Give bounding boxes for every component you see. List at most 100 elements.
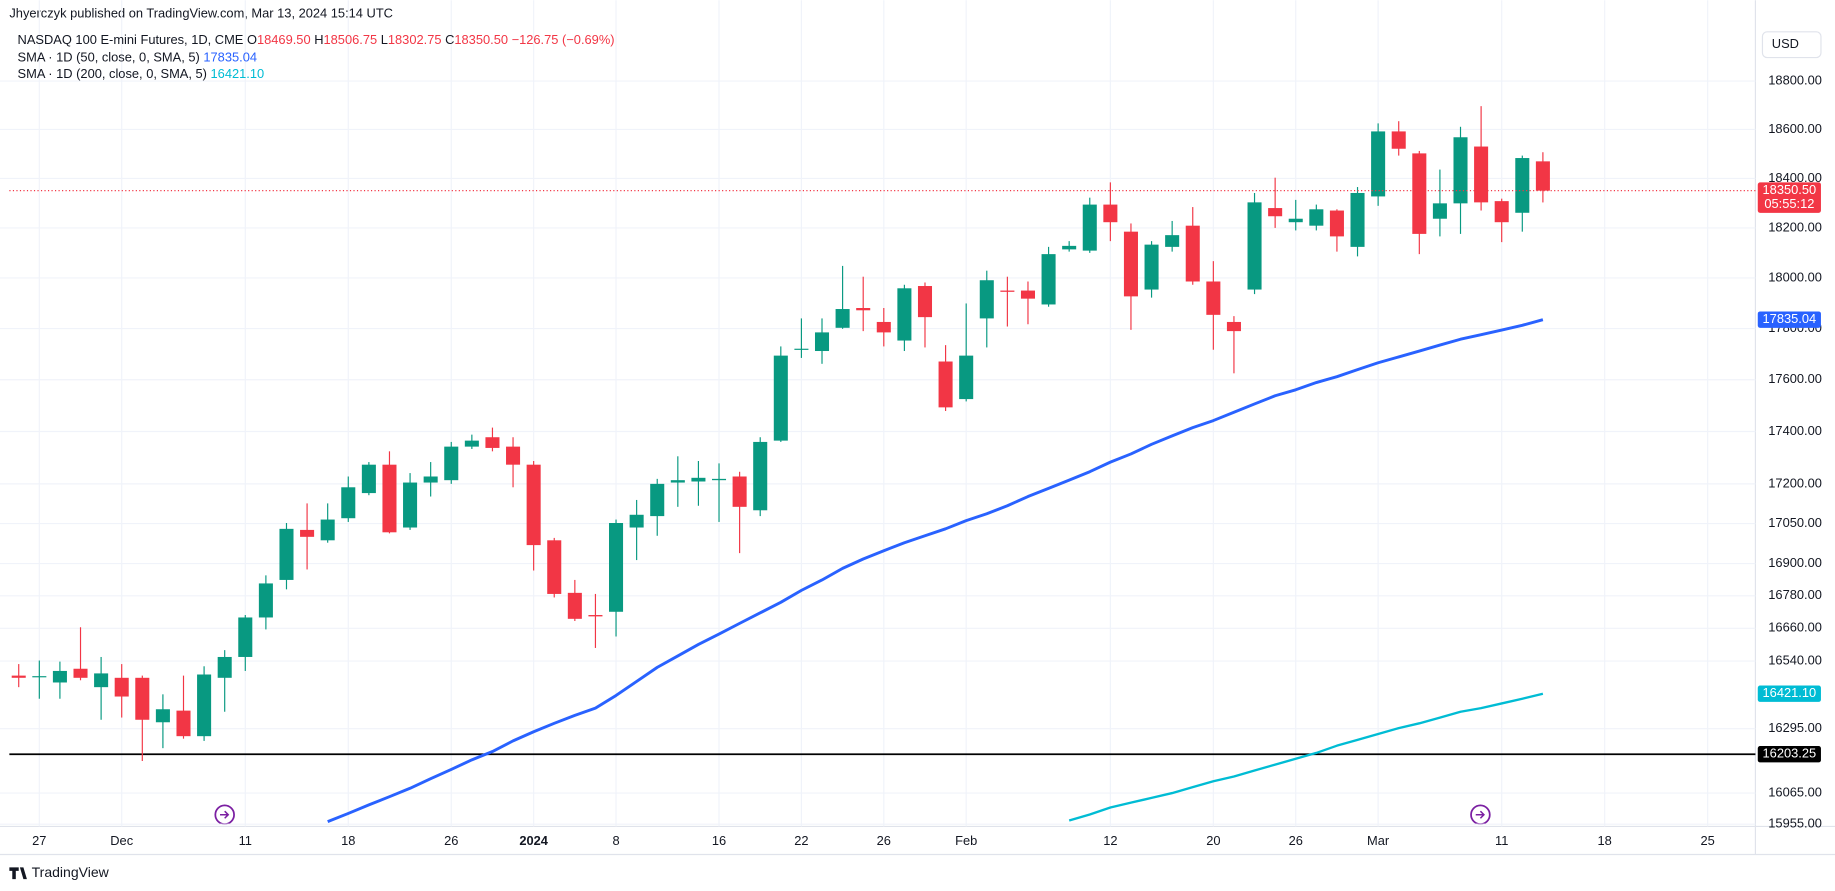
x-tick-label: Feb <box>955 833 977 848</box>
candle-body <box>814 332 830 352</box>
candle-body <box>403 482 418 528</box>
legend-indicator: SMA · 1D (200, close, 0, SMA, 5) 16421.1… <box>18 67 265 82</box>
legend-title: NASDAQ 100 E-mini Futures, 1D, CME <box>18 33 244 48</box>
candle-body <box>1515 158 1530 213</box>
x-tick-label: 26 <box>1289 833 1303 848</box>
candle-body <box>773 355 788 441</box>
candle-body <box>1412 153 1427 234</box>
legend-value: 18506.75 <box>323 33 377 48</box>
currency-button[interactable] <box>1761 31 1822 59</box>
legend-prefix: O <box>247 33 257 48</box>
candle-body <box>856 308 871 311</box>
logo[interactable]: TradingView <box>9 864 110 880</box>
icon-arrow <box>220 810 230 819</box>
candle-body <box>567 592 582 619</box>
last-price-badge: 18350.50 <box>1763 182 1817 197</box>
event-icon[interactable] <box>214 804 235 825</box>
candle-body <box>155 709 170 723</box>
x-tick-label: 11 <box>239 833 252 848</box>
candle-body <box>341 487 356 519</box>
candle-body <box>1226 321 1241 332</box>
x-tick-label: 2024 <box>519 833 548 848</box>
candle-body <box>300 529 315 537</box>
candle-body <box>258 583 273 618</box>
candle-body <box>670 480 685 483</box>
candle-body <box>1474 146 1489 203</box>
x-tick-label: 26 <box>877 833 891 848</box>
event-icon[interactable] <box>1470 804 1491 825</box>
candle-body <box>320 519 335 541</box>
candle-body <box>1288 218 1303 223</box>
candle-body <box>917 286 933 318</box>
candle-body <box>547 540 562 594</box>
candle-body <box>794 348 809 350</box>
x-tick-label: 20 <box>1206 833 1220 848</box>
indicator-badge-bg <box>1757 311 1821 328</box>
last-price-badge-bg <box>1757 182 1821 213</box>
y-tick-label: 18600.00 <box>1768 121 1822 136</box>
legend-change: −126.75 (−0.69%) <box>512 33 615 48</box>
candle-body <box>32 676 47 678</box>
candle-body <box>1268 208 1283 217</box>
candle-body <box>629 514 644 528</box>
candle-body <box>1329 210 1344 237</box>
candle-body <box>1000 290 1015 292</box>
x-tick-label: 18 <box>1598 833 1612 848</box>
y-tick-label: 16780.00 <box>1768 587 1822 602</box>
candle-body <box>1453 137 1468 204</box>
candle-body <box>1350 192 1365 247</box>
candle-body <box>217 656 232 678</box>
candle-body <box>897 288 912 341</box>
candle-body <box>176 710 191 737</box>
candle-body <box>1206 281 1221 315</box>
candle-body <box>1185 225 1200 282</box>
candle-body <box>691 477 706 482</box>
icon-arrow <box>1475 810 1485 819</box>
x-tick-label: 11 <box>1495 833 1508 848</box>
x-tick-label: 8 <box>612 833 619 848</box>
candle-body <box>1432 203 1447 219</box>
candle-body <box>382 464 397 533</box>
candle-body <box>485 437 500 448</box>
indicator-badge: 16421.10 <box>1763 685 1817 700</box>
candle-body <box>1123 231 1138 297</box>
indicator-value: 17835.04 <box>203 50 257 65</box>
candle-body <box>1082 204 1097 251</box>
y-tick-label: 17600.00 <box>1768 371 1822 386</box>
candle-body <box>588 615 603 617</box>
candle-body <box>135 677 150 720</box>
candle-body <box>959 355 974 400</box>
y-tick-label: 17200.00 <box>1768 475 1822 490</box>
candle-body <box>732 476 747 507</box>
y-tick-label: 17050.00 <box>1768 515 1822 530</box>
sma-line <box>327 318 1544 823</box>
logo-mark <box>9 867 27 880</box>
indicator-name: SMA · 1D (200, close, 0, SMA, 5) <box>18 67 207 82</box>
indicator-name: SMA · 1D (50, close, 0, SMA, 5) <box>18 50 200 65</box>
y-tick-label: 16065.00 <box>1768 784 1822 799</box>
candle-body <box>1103 204 1118 223</box>
hline-badge-bg <box>1757 746 1821 763</box>
indicator-badge: 17835.04 <box>1763 311 1817 326</box>
candle-body <box>1041 254 1056 305</box>
hline-badge: 16203.25 <box>1763 746 1817 761</box>
candle-body <box>464 440 479 447</box>
x-tick-label: Dec <box>110 833 133 848</box>
candle-body <box>526 464 541 546</box>
currency[interactable]: USD <box>1772 36 1799 51</box>
x-tick-label: Mar <box>1367 833 1390 848</box>
axes: 15955.00 16065.00 16295.00 16540.00 16660.00… <box>32 72 1822 848</box>
candle-body <box>1391 131 1406 149</box>
publisher: Jhyerczyk published on TradingView.com, … <box>9 6 393 21</box>
logo-text: TradingView <box>32 864 110 880</box>
candle-body <box>1309 209 1324 226</box>
candle-body <box>1371 131 1386 197</box>
candle-body <box>11 675 26 678</box>
candle-body <box>279 528 294 580</box>
candle-body <box>1144 244 1159 290</box>
y-tick-label: 18800.00 <box>1768 72 1822 87</box>
candle-body <box>1062 245 1077 250</box>
candle-body <box>938 361 953 408</box>
indicator-value: 16421.10 <box>211 67 265 82</box>
